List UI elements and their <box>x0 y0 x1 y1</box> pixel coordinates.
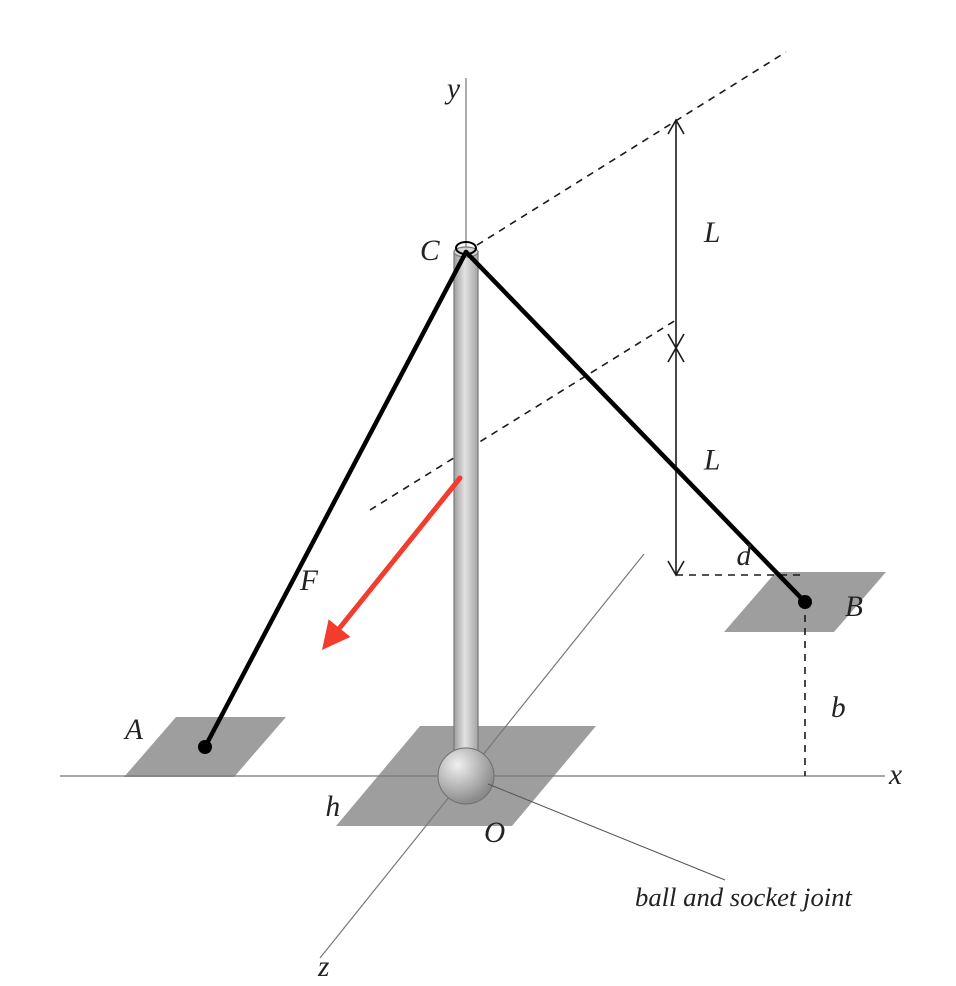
label-A: A <box>123 714 144 746</box>
label-L-upper: L <box>703 217 720 249</box>
pole <box>454 252 478 776</box>
label-d: d <box>737 540 752 572</box>
label-O: O <box>484 817 505 849</box>
force-arrow-head <box>322 619 350 650</box>
cable-CA <box>205 252 466 747</box>
diagram-canvas: y x z O A B C F L Ld b h ball and socket joint <box>0 0 956 986</box>
dashed-diagonal-upper <box>466 52 786 252</box>
label-h: h <box>326 791 341 823</box>
label-z: z <box>317 951 330 983</box>
label-b: b <box>831 692 846 724</box>
label-y: y <box>444 73 461 105</box>
ball-joint <box>438 748 494 804</box>
force-arrow-shaft <box>340 478 460 628</box>
label-B: B <box>845 591 863 623</box>
anchor-dot-B <box>798 595 812 609</box>
label-x: x <box>888 759 902 791</box>
cable-CB <box>466 252 805 602</box>
label-C: C <box>420 235 440 267</box>
annotation-ball-socket: ball and socket joint <box>635 882 853 912</box>
leader-line <box>488 784 725 880</box>
label-F: F <box>299 565 319 597</box>
label-L-lower: L <box>703 445 720 477</box>
anchor-dot-A <box>198 740 212 754</box>
